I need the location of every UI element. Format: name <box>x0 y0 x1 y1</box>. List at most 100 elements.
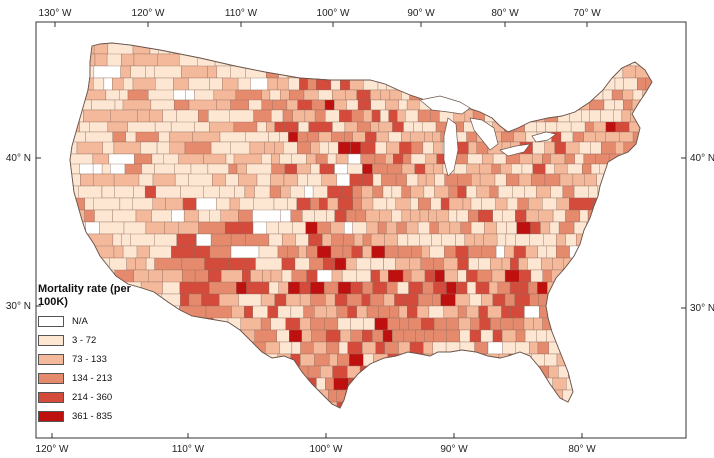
county-cell <box>434 185 449 199</box>
county-cell <box>346 293 362 307</box>
county-cell <box>319 141 329 155</box>
county-cell <box>518 173 532 187</box>
county-cell <box>261 99 273 111</box>
county-cell <box>317 121 333 133</box>
county-cell <box>470 197 482 211</box>
legend-item-3: 134 - 213 <box>38 372 158 385</box>
county-cell <box>565 233 577 247</box>
county-cell <box>236 281 247 295</box>
legend-swatch-1 <box>38 335 64 346</box>
county-cell <box>145 221 165 235</box>
county-cell <box>182 269 196 283</box>
county-cell <box>385 99 399 111</box>
county-cell <box>194 269 209 283</box>
county-cell <box>176 233 188 247</box>
county-cell <box>113 141 141 155</box>
county-cell <box>380 89 391 101</box>
county-cell <box>510 305 525 319</box>
county-cell <box>392 329 405 343</box>
county-cell <box>234 185 245 199</box>
county-cell <box>443 305 459 319</box>
county-cell <box>431 233 442 247</box>
county-cell <box>490 317 501 331</box>
county-cell <box>114 185 134 199</box>
county-cell <box>121 53 135 67</box>
legend-swatch-2 <box>38 354 64 365</box>
right-latitude-label: 30° N <box>690 303 714 314</box>
county-cell <box>595 153 610 165</box>
county-cell <box>362 341 376 355</box>
county-cell <box>308 121 318 133</box>
county-cell <box>514 293 530 307</box>
county-cell <box>517 197 529 211</box>
county-cell <box>294 257 310 271</box>
county-cell <box>344 121 358 133</box>
county-cell <box>122 245 138 259</box>
county-cell <box>346 209 357 223</box>
legend-label-na: N/A <box>72 316 88 327</box>
county-cell <box>312 185 328 199</box>
county-cell <box>253 109 272 123</box>
county-cell <box>261 153 272 165</box>
county-cell <box>230 233 246 247</box>
county-cell <box>342 185 353 199</box>
county-cell <box>277 305 292 319</box>
county-cell <box>550 185 564 199</box>
county-cell <box>464 233 475 247</box>
county-cell <box>466 305 479 319</box>
county-cell <box>314 305 327 319</box>
county-cell <box>325 329 341 343</box>
county-cell <box>584 121 594 133</box>
county-cell <box>344 131 353 143</box>
county-cell <box>174 99 190 111</box>
county-cell <box>328 389 337 403</box>
county-cell <box>278 281 289 295</box>
county-cell <box>356 89 371 101</box>
county-cell <box>123 77 134 91</box>
county-cell <box>418 293 433 307</box>
county-cell <box>274 141 284 155</box>
county-cell <box>496 221 507 235</box>
county-cell <box>317 221 331 235</box>
county-cell <box>154 163 175 175</box>
county-cell <box>101 163 111 175</box>
county-cell <box>386 281 398 295</box>
county-cell <box>362 233 372 247</box>
county-cell <box>401 163 416 175</box>
county-cell <box>432 293 441 307</box>
county-cell <box>148 89 174 101</box>
county-cell <box>314 209 327 223</box>
county-cell <box>353 233 364 247</box>
county-cell <box>179 281 190 295</box>
county-cell <box>352 131 366 143</box>
county-cell <box>385 153 394 165</box>
county-cell <box>531 173 546 187</box>
county-cell <box>556 121 572 133</box>
county-cell <box>335 153 349 165</box>
county-cell <box>388 269 404 283</box>
county-cell <box>536 121 546 133</box>
county-cell <box>509 281 520 295</box>
county-cell <box>423 185 435 199</box>
county-cell <box>299 77 308 91</box>
county-cell <box>352 185 362 199</box>
county-cell <box>468 245 482 259</box>
county-cell <box>296 197 311 211</box>
county-cell <box>264 141 275 155</box>
county-cell <box>505 233 516 247</box>
county-cell <box>112 77 124 91</box>
county-cell <box>84 209 95 223</box>
legend-item-na: N/A <box>38 315 158 328</box>
county-cell <box>524 329 537 343</box>
county-cell <box>250 77 268 91</box>
county-cell <box>356 257 372 271</box>
county-cell <box>458 317 471 331</box>
county-cell <box>242 269 251 283</box>
county-cell <box>230 245 260 259</box>
county-cell <box>151 153 164 165</box>
county-cell <box>370 269 380 283</box>
county-cell <box>497 281 511 295</box>
county-cell <box>351 109 364 123</box>
county-cell <box>479 173 496 187</box>
county-cell <box>401 209 411 223</box>
